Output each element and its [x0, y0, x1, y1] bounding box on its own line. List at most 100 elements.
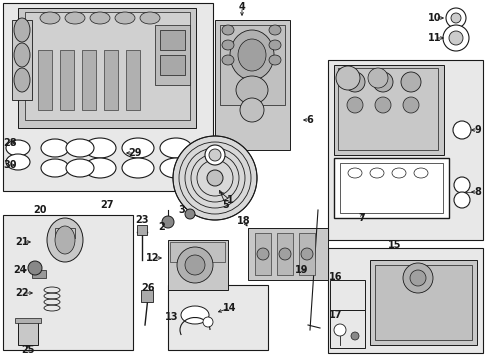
Text: 1: 1: [226, 195, 233, 205]
Ellipse shape: [372, 72, 392, 92]
Bar: [168, 285, 267, 350]
Ellipse shape: [400, 72, 420, 92]
Text: 25: 25: [21, 345, 35, 355]
Ellipse shape: [122, 158, 154, 178]
Text: 19: 19: [295, 265, 308, 275]
Ellipse shape: [140, 12, 160, 24]
Ellipse shape: [453, 192, 469, 208]
Ellipse shape: [55, 226, 75, 254]
Bar: [25, 12, 190, 120]
Text: 7: 7: [358, 213, 365, 223]
Text: 13: 13: [165, 312, 179, 322]
Bar: [141, 290, 153, 302]
Text: 27: 27: [100, 200, 114, 210]
Ellipse shape: [374, 97, 390, 113]
Ellipse shape: [41, 139, 69, 157]
Bar: [220, 25, 285, 105]
Ellipse shape: [347, 168, 361, 178]
Ellipse shape: [84, 158, 116, 178]
Text: 11: 11: [427, 33, 441, 43]
Ellipse shape: [346, 97, 362, 113]
Ellipse shape: [402, 97, 418, 113]
Ellipse shape: [47, 218, 83, 262]
Ellipse shape: [65, 12, 85, 24]
Bar: [329, 280, 364, 310]
Text: 18: 18: [237, 216, 250, 226]
Bar: [329, 310, 364, 348]
Ellipse shape: [206, 170, 223, 186]
Ellipse shape: [14, 18, 30, 42]
Ellipse shape: [236, 76, 267, 104]
Ellipse shape: [14, 43, 30, 67]
Text: 28: 28: [3, 138, 17, 148]
Bar: [333, 158, 448, 218]
Bar: [339, 163, 442, 213]
Text: 10: 10: [427, 13, 441, 23]
Bar: [18, 8, 196, 128]
Text: 15: 15: [387, 240, 401, 250]
Ellipse shape: [450, 13, 460, 23]
Text: 3: 3: [178, 205, 185, 215]
Text: 17: 17: [328, 310, 342, 320]
Ellipse shape: [301, 248, 312, 260]
Bar: [55, 228, 75, 238]
Bar: [369, 260, 476, 345]
Ellipse shape: [184, 255, 204, 275]
Ellipse shape: [204, 145, 224, 165]
Bar: [247, 228, 327, 280]
Text: 14: 14: [223, 303, 236, 313]
Text: 24: 24: [13, 265, 27, 275]
Text: 30: 30: [3, 160, 17, 170]
Ellipse shape: [445, 8, 465, 28]
Bar: [254, 233, 270, 275]
Ellipse shape: [14, 68, 30, 92]
Text: 22: 22: [15, 288, 29, 298]
Ellipse shape: [222, 25, 234, 35]
Ellipse shape: [208, 149, 221, 161]
Ellipse shape: [181, 306, 208, 324]
Bar: [337, 68, 437, 150]
Ellipse shape: [28, 261, 42, 275]
Text: 2: 2: [158, 222, 165, 232]
Bar: [170, 242, 224, 262]
Ellipse shape: [160, 138, 192, 158]
Ellipse shape: [222, 40, 234, 50]
Text: 29: 29: [128, 148, 142, 158]
Ellipse shape: [453, 177, 469, 193]
Bar: [333, 65, 443, 155]
Ellipse shape: [268, 40, 281, 50]
Ellipse shape: [229, 30, 273, 80]
Ellipse shape: [268, 55, 281, 65]
Text: 12: 12: [146, 253, 160, 263]
Bar: [327, 60, 482, 240]
Ellipse shape: [84, 138, 116, 158]
Text: 23: 23: [135, 215, 148, 225]
Ellipse shape: [402, 263, 432, 293]
Ellipse shape: [413, 168, 427, 178]
Ellipse shape: [345, 72, 364, 92]
Ellipse shape: [257, 248, 268, 260]
Bar: [160, 55, 184, 75]
Ellipse shape: [350, 332, 358, 340]
Ellipse shape: [442, 25, 468, 51]
Bar: [18, 320, 38, 345]
Ellipse shape: [115, 12, 135, 24]
Bar: [104, 50, 118, 110]
Text: 4: 4: [238, 2, 245, 12]
Ellipse shape: [173, 136, 257, 220]
Ellipse shape: [238, 39, 265, 71]
Ellipse shape: [66, 159, 94, 177]
Ellipse shape: [66, 139, 94, 157]
Bar: [137, 225, 147, 235]
Bar: [60, 50, 74, 110]
Ellipse shape: [184, 209, 195, 219]
Bar: [82, 50, 96, 110]
Ellipse shape: [6, 154, 30, 170]
Ellipse shape: [6, 140, 30, 156]
Bar: [126, 50, 140, 110]
Ellipse shape: [90, 12, 110, 24]
Bar: [160, 30, 184, 50]
Ellipse shape: [222, 55, 234, 65]
Text: 26: 26: [141, 283, 154, 293]
Ellipse shape: [409, 270, 425, 286]
